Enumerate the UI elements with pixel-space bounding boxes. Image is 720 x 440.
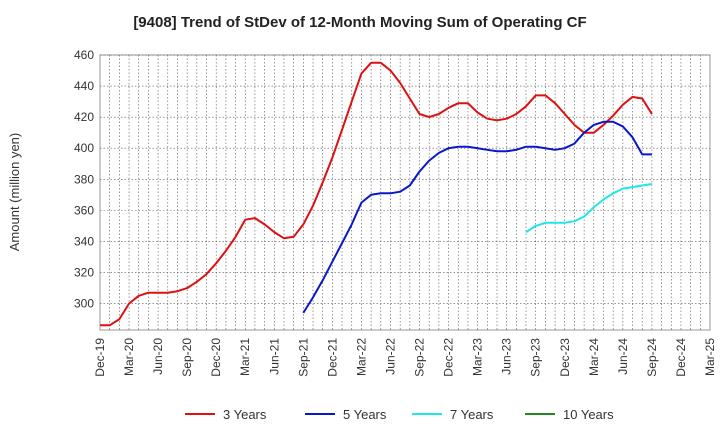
y-tick-label: 440 <box>74 79 94 93</box>
series-line-1 <box>100 61 653 327</box>
grid-layer <box>100 54 710 330</box>
x-tick-label: Dec-19 <box>93 338 107 377</box>
legend-label-4: 10 Years <box>563 407 614 422</box>
legend-label-1: 3 Years <box>223 407 267 422</box>
x-tick-label: Dec-23 <box>558 338 572 377</box>
x-tick-label: Sep-21 <box>296 338 310 377</box>
x-tick-label: Sep-20 <box>180 338 194 377</box>
series-line-3 <box>525 183 653 233</box>
chart-title: [9408] Trend of StDev of 12-Month Moving… <box>133 14 587 31</box>
x-tick-label: Mar-25 <box>703 338 717 376</box>
x-tick-label: Jun-22 <box>383 338 397 375</box>
x-tick-label: Mar-21 <box>238 338 252 376</box>
x-tick-label: Sep-23 <box>529 338 543 377</box>
x-tick-label: Mar-20 <box>122 338 136 376</box>
plot-area <box>99 54 711 331</box>
x-tick-label: Jun-24 <box>616 338 630 375</box>
y-tick-label: 340 <box>74 234 94 248</box>
x-tick-label: Dec-24 <box>674 338 688 377</box>
series-line-2 <box>302 120 652 314</box>
y-axis-title: Amount (million yen) <box>7 133 22 252</box>
y-tick-label: 360 <box>74 203 94 217</box>
legend-label-2: 5 Years <box>343 407 387 422</box>
x-tick-label: Jun-21 <box>267 338 281 375</box>
x-tick-label: Sep-24 <box>645 338 659 377</box>
x-tick-label: Dec-20 <box>209 338 223 377</box>
x-tick-label: Mar-22 <box>354 338 368 376</box>
y-tick-label: 400 <box>74 141 94 155</box>
axes-layer: 300 320 340 360 380 400 420 440 460 Dec-19 Mar-20 J… <box>74 48 717 377</box>
legend-label-3: 7 Years <box>450 407 494 422</box>
x-tick-label: Jun-23 <box>500 338 514 375</box>
y-tick-label: 320 <box>74 266 94 280</box>
series-layer <box>100 61 653 327</box>
y-tick-label: 460 <box>74 48 94 62</box>
x-tick-label: Mar-24 <box>587 338 601 376</box>
x-tick-label: Dec-21 <box>325 338 339 377</box>
y-tick-label: 420 <box>74 110 94 124</box>
legend: 3 Years 5 Years 7 Years 10 Years <box>185 407 614 422</box>
x-tick-label: Sep-22 <box>413 338 427 377</box>
y-tick-label: 300 <box>74 297 94 311</box>
x-tick-label: Jun-20 <box>151 338 165 375</box>
y-tick-label: 380 <box>74 172 94 186</box>
x-tick-label: Dec-22 <box>442 338 456 377</box>
x-tick-label: Mar-23 <box>471 338 485 376</box>
